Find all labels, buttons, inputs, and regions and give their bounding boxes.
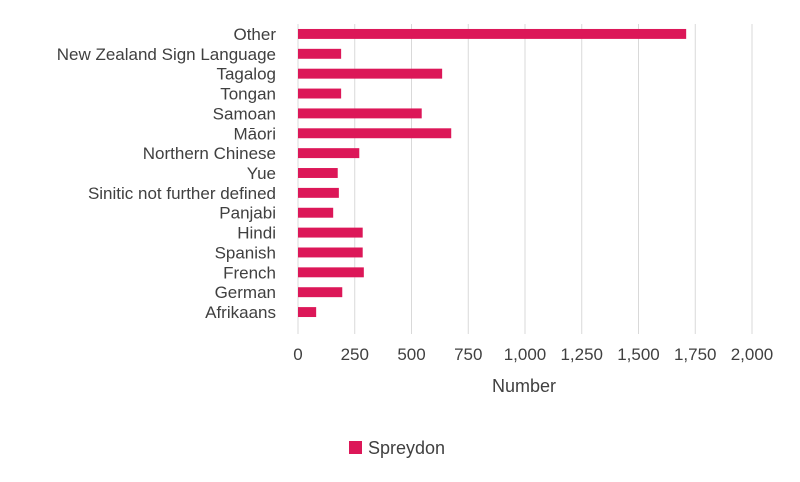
category-label: Northern Chinese (143, 144, 276, 163)
bar (298, 88, 342, 99)
x-tick-label: 1,500 (617, 345, 660, 364)
x-tick-label: 0 (293, 345, 302, 364)
bar (298, 168, 338, 178)
bar (298, 68, 443, 79)
bar (298, 148, 360, 159)
bar (298, 267, 364, 278)
category-label: Other (233, 25, 276, 44)
x-tick-label: 500 (397, 345, 425, 364)
legend-label: Spreydon (368, 438, 445, 458)
bars (298, 28, 687, 318)
bar (298, 48, 342, 59)
x-tick-label: 750 (454, 345, 482, 364)
bar (298, 247, 363, 258)
bar (298, 307, 317, 318)
bar (298, 28, 687, 39)
x-tick-label: 1,250 (560, 345, 603, 364)
category-label: Panjabi (219, 204, 276, 223)
category-label: New Zealand Sign Language (57, 45, 276, 64)
bar (298, 207, 334, 218)
category-label: Sinitic not further defined (88, 184, 276, 203)
category-label: Māori (233, 124, 276, 143)
category-label: German (215, 283, 276, 302)
x-axis-tick-labels: 0 250 500 750 1,000 1,250 1,500 1,750 2,000 (293, 345, 773, 364)
category-label: Hindi (237, 224, 276, 243)
x-tick-label: 1,000 (504, 345, 547, 364)
category-label: Samoan (213, 104, 276, 123)
bar (298, 187, 339, 198)
legend-swatch (349, 441, 362, 454)
bar (298, 227, 363, 238)
x-axis-title: Number (492, 376, 556, 396)
bar (298, 108, 422, 119)
x-tick-label: 1,750 (674, 345, 717, 364)
bar (298, 287, 343, 298)
category-label: French (223, 263, 276, 282)
category-label: Spanish (215, 243, 276, 262)
x-tick-label: 250 (341, 345, 369, 364)
category-label: Tagalog (216, 65, 276, 84)
category-label: Afrikaans (205, 303, 276, 322)
x-tick-label: 2,000 (731, 345, 774, 364)
legend: Spreydon (349, 438, 445, 458)
bar (298, 128, 452, 139)
category-label: Tongan (220, 85, 276, 104)
category-label: Yue (247, 164, 276, 183)
